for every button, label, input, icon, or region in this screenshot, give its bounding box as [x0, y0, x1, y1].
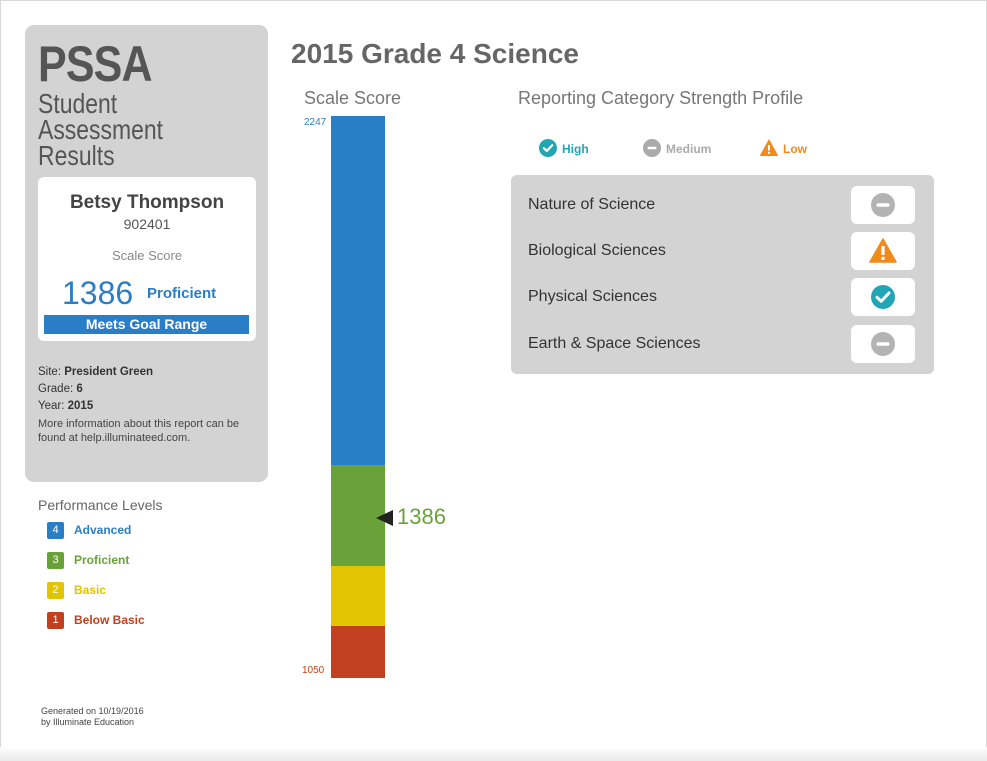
- check-circle-icon: [539, 139, 557, 157]
- legend-high-label: High: [562, 142, 589, 156]
- site-label: Site:: [38, 366, 62, 378]
- legend-low-label: Low: [783, 142, 807, 156]
- category-row: Earth & Space Sciences: [511, 325, 934, 363]
- generated-by: by Illuminate Education: [41, 717, 135, 727]
- category-row: Nature of Science: [511, 186, 934, 224]
- level-label: Below Basic: [74, 613, 145, 627]
- strength-profile-title: Reporting Category Strength Profile: [518, 88, 804, 108]
- legend-medium-label: Medium: [666, 142, 712, 156]
- category-rating-badge: [851, 325, 915, 363]
- score-marker-arrow: [376, 510, 393, 527]
- level-number-badge: 1: [47, 612, 64, 629]
- category-label: Nature of Science: [528, 196, 656, 213]
- reporting-category-table: Nature of Science Biological Sciences Ph…: [511, 175, 934, 374]
- level-number-badge: 2: [47, 582, 64, 599]
- site-info: Site: President Green: [38, 364, 153, 380]
- info-note: More information about this report can b…: [38, 418, 240, 444]
- below-basic-segment: [331, 626, 385, 678]
- report-subtitle: Student Assessment Results: [38, 88, 164, 171]
- level-label: Basic: [74, 583, 107, 597]
- year-info: Year: 2015: [38, 398, 93, 414]
- category-rating-badge: [851, 232, 915, 270]
- basic-segment: [331, 566, 385, 626]
- goal-range-bar: Meets Goal Range: [44, 315, 249, 334]
- grade-info: Grade: 6: [38, 381, 83, 397]
- category-label: Physical Sciences: [528, 288, 657, 305]
- scale-max-label: 2247: [304, 117, 327, 128]
- category-rating-badge: [851, 278, 915, 316]
- student-card: Betsy Thompson 902401 Scale Score 1386 P…: [38, 177, 256, 341]
- level-label: Proficient: [74, 553, 130, 567]
- minus-circle-icon: [643, 139, 661, 157]
- brand-title: PSSA: [38, 36, 153, 92]
- page-title: 2015 Grade 4 Science: [291, 38, 579, 69]
- scale-min-label: 1050: [302, 665, 325, 676]
- scale-score-title: Scale Score: [304, 88, 402, 108]
- site-value: President Green: [64, 366, 154, 378]
- student-score: 1386: [62, 275, 134, 311]
- warning-triangle-icon: [869, 238, 897, 263]
- level-label: Advanced: [74, 523, 132, 537]
- year-label: Year:: [38, 400, 65, 412]
- year-value: 2015: [67, 400, 94, 412]
- performance-levels-title: Performance Levels: [38, 497, 163, 513]
- category-row: Physical Sciences: [511, 278, 934, 316]
- grade-label: Grade:: [38, 383, 74, 395]
- score-marker-label: 1386: [397, 504, 446, 530]
- minus-circle-icon: [871, 193, 895, 217]
- warning-triangle-icon: [760, 139, 778, 156]
- category-label: Earth & Space Sciences: [528, 335, 701, 352]
- generated-date: Generated on 10/19/2016: [41, 706, 144, 716]
- generated-footer: Generated on 10/19/2016 by Illuminate Ed…: [41, 706, 181, 728]
- student-id: 902401: [123, 216, 171, 232]
- category-label: Biological Sciences: [528, 242, 666, 259]
- check-circle-icon: [871, 285, 895, 309]
- minus-circle-icon: [871, 332, 895, 356]
- advanced-segment: [331, 116, 385, 465]
- level-number-badge: 3: [47, 552, 64, 569]
- bottom-shadow: [0, 747, 987, 761]
- grade-value: 6: [76, 383, 83, 395]
- summary-panel: PSSA Student Assessment Results Betsy Th…: [25, 25, 268, 482]
- scale-score-label: Scale Score: [111, 248, 183, 263]
- student-level: Proficient: [147, 285, 217, 302]
- student-name: Betsy Thompson: [69, 192, 225, 213]
- category-row: Biological Sciences: [511, 232, 934, 270]
- level-number-badge: 4: [47, 522, 64, 539]
- category-rating-badge: [851, 186, 915, 224]
- scale-score-bar: [331, 116, 385, 678]
